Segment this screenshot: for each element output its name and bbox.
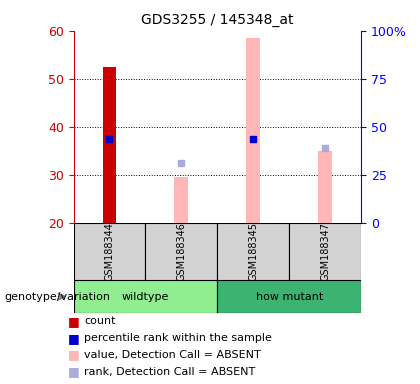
Text: ■: ■ — [68, 315, 79, 328]
Text: ■: ■ — [68, 348, 79, 361]
Text: how mutant: how mutant — [256, 291, 323, 302]
Text: rank, Detection Call = ABSENT: rank, Detection Call = ABSENT — [84, 367, 255, 377]
Text: GSM188345: GSM188345 — [248, 222, 258, 281]
Text: value, Detection Call = ABSENT: value, Detection Call = ABSENT — [84, 350, 261, 360]
Bar — [145, 223, 218, 280]
Bar — [218, 223, 289, 280]
Bar — [247, 38, 260, 223]
Text: percentile rank within the sample: percentile rank within the sample — [84, 333, 272, 343]
Text: genotype/variation: genotype/variation — [4, 291, 110, 302]
Text: ■: ■ — [68, 332, 79, 345]
Bar — [74, 223, 145, 280]
Text: wildtype: wildtype — [122, 291, 169, 302]
Bar — [318, 151, 332, 223]
Bar — [74, 280, 218, 313]
Text: count: count — [84, 316, 116, 326]
Bar — [174, 177, 188, 223]
Title: GDS3255 / 145348_at: GDS3255 / 145348_at — [141, 13, 294, 27]
Text: GSM188346: GSM188346 — [176, 222, 186, 281]
Bar — [218, 280, 361, 313]
Text: GSM188347: GSM188347 — [320, 222, 330, 281]
Bar — [289, 223, 361, 280]
Bar — [102, 67, 116, 223]
Text: GSM188344: GSM188344 — [105, 222, 115, 281]
Text: ■: ■ — [68, 365, 79, 378]
